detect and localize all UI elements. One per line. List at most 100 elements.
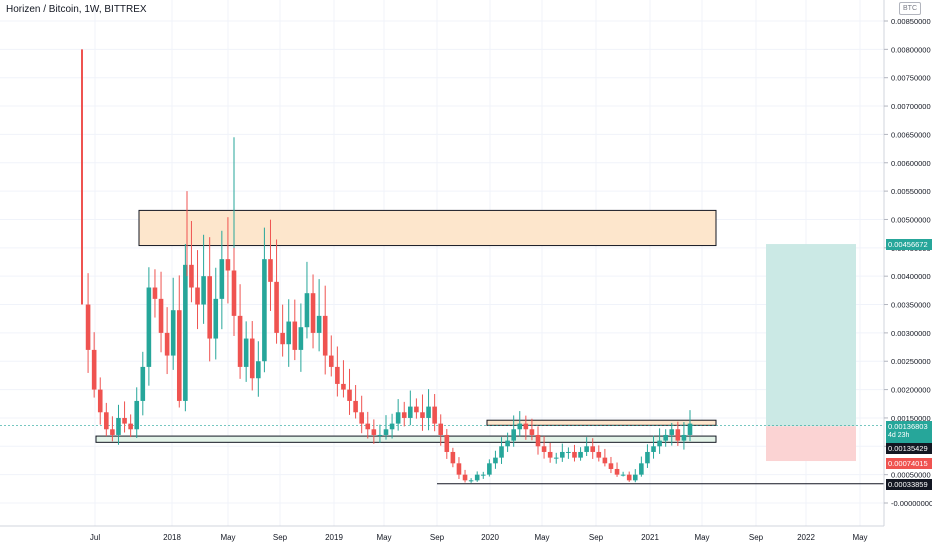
current-price-value: 0.00136803 [888, 422, 928, 431]
candle-body [104, 412, 109, 430]
candle-body [493, 457, 498, 464]
time-tick-label: 2020 [481, 533, 499, 542]
candle-body [322, 315, 328, 356]
candle-body [122, 417, 127, 424]
candle-body [243, 338, 249, 367]
candle-body [462, 474, 468, 481]
time-tick-label: May [534, 533, 549, 542]
candle-body [268, 259, 273, 282]
time-tick-label: Sep [273, 533, 288, 542]
candle-body [584, 446, 589, 452]
candle-body [450, 451, 456, 464]
candle-body [219, 259, 225, 299]
candle-body [262, 259, 267, 362]
candle-body [310, 293, 316, 333]
long-position-target-zone [766, 244, 856, 427]
candle-body [529, 429, 535, 435]
candle-body [669, 429, 675, 435]
price-tick-label: 0.00850000 [891, 17, 931, 26]
candle-body [553, 457, 559, 459]
candle-body [237, 315, 243, 367]
candle-body [97, 389, 103, 413]
candle-body [511, 429, 516, 441]
candle-body [292, 321, 298, 350]
candle-body [572, 451, 577, 458]
price-tick-label: -0.00000000 [891, 499, 932, 508]
candlestick-series [81, 49, 693, 483]
price-tick-label: 0.00350000 [891, 301, 931, 310]
candle-body [620, 474, 626, 476]
time-tick-label: Jul [90, 533, 100, 542]
candle-body [225, 259, 231, 271]
candle-body [365, 423, 371, 430]
support-band [95, 435, 717, 443]
candle-body [359, 412, 364, 424]
price-tick-label: 0.00250000 [891, 357, 931, 366]
time-tick-label: 2019 [325, 533, 343, 542]
candle-body [657, 440, 662, 447]
candle-body [560, 451, 565, 458]
price-tick-label: 0.00800000 [891, 45, 931, 54]
price-tick-label: 0.00200000 [891, 386, 931, 395]
candle-body [578, 451, 583, 458]
candle-body [274, 281, 279, 333]
candle-body [91, 349, 97, 390]
candle-body [347, 389, 352, 401]
candle-body [176, 310, 182, 401]
candle-body [140, 366, 146, 401]
candle-body [304, 293, 310, 328]
candle-body [146, 287, 152, 367]
stop-price-label: 0.00074015 [886, 458, 932, 469]
candle-body [420, 412, 425, 418]
time-tick-label: Sep [749, 533, 764, 542]
candle-body [614, 468, 620, 475]
candle-body [341, 383, 346, 390]
currency-label[interactable]: BTC [899, 2, 921, 15]
candle-body [134, 400, 140, 430]
candle-body [164, 332, 170, 356]
price-tick-label: 0.00550000 [891, 187, 931, 196]
entry-price-label: 0.00135429 [886, 443, 932, 454]
time-tick-label: Sep [589, 533, 604, 542]
candle-body [170, 310, 176, 356]
candle-body [256, 361, 261, 379]
candle-body [645, 451, 650, 464]
candle-body [298, 327, 304, 350]
time-tick-label: May [220, 533, 235, 542]
price-tick-label: 0.00650000 [891, 130, 931, 139]
candle-body [213, 298, 219, 339]
time-tick-label: May [852, 533, 867, 542]
resistance-zone [138, 209, 717, 247]
candle-body [566, 451, 571, 453]
candle-body [474, 474, 480, 481]
candle-body [249, 338, 255, 379]
candle-body [395, 412, 401, 424]
candle-body [158, 298, 164, 333]
candle-body [201, 276, 206, 305]
candle-body [626, 474, 632, 481]
candle-body [444, 434, 450, 452]
candle-body [280, 332, 285, 345]
price-tick-label: 0.00300000 [891, 329, 931, 338]
candle-body [328, 355, 334, 367]
price-tick-label: 0.00750000 [891, 74, 931, 83]
candle-body [426, 406, 431, 418]
candle-body [590, 446, 596, 452]
candle-body [152, 287, 158, 299]
candle-body [456, 463, 462, 475]
candle-body [408, 406, 413, 418]
candle-body [207, 276, 212, 339]
candle-body [602, 457, 608, 464]
candle-body [517, 423, 523, 430]
candle-countdown: 4d 23h [888, 432, 910, 439]
price-tick-label: 0.00500000 [891, 215, 931, 224]
candle-body [189, 264, 194, 288]
time-axis[interactable]: Jul 2018 May Sep 2019 May Sep 2020 May Sep 2021 May… [0, 525, 884, 542]
support-price-label: 0.00033859 [886, 479, 932, 490]
candle-body [335, 366, 340, 384]
candle-body [195, 287, 200, 305]
long-position-stop-zone [766, 426, 856, 462]
price-tick-label: 0.00150000 [891, 414, 931, 423]
candle-body [377, 434, 383, 436]
